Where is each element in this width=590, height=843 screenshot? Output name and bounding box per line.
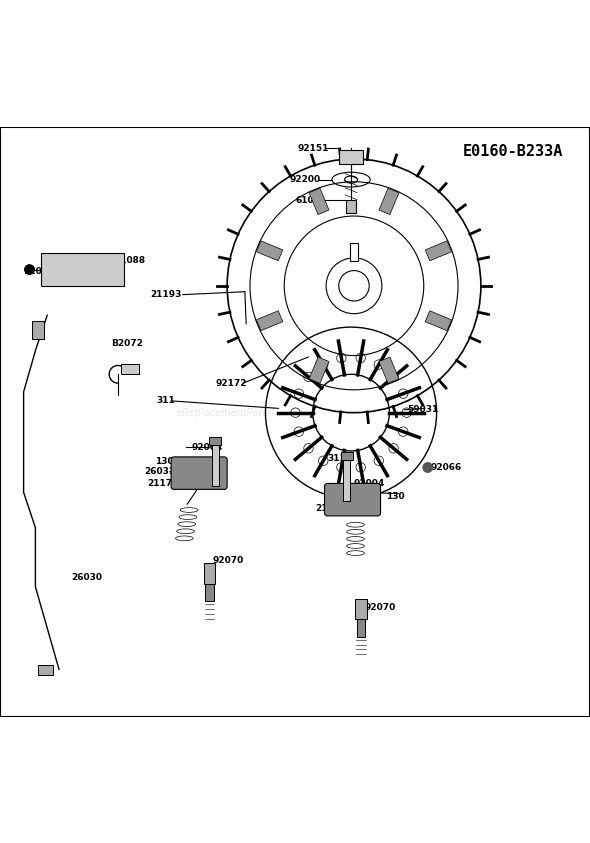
Text: 92200: 92200 — [289, 175, 320, 184]
Text: E0160-B233A: E0160-B233A — [463, 144, 563, 159]
Bar — [212, 445, 219, 486]
Text: 130: 130 — [155, 457, 173, 466]
Text: 130: 130 — [386, 492, 405, 501]
Circle shape — [339, 271, 369, 301]
FancyBboxPatch shape — [324, 483, 381, 516]
Text: 92070: 92070 — [212, 556, 244, 565]
Bar — [209, 437, 221, 445]
Bar — [205, 583, 214, 601]
Text: 311: 311 — [327, 454, 346, 463]
Bar — [309, 357, 329, 384]
Circle shape — [25, 265, 34, 274]
Bar — [355, 599, 367, 619]
Text: B2072: B2072 — [111, 339, 143, 348]
Text: 92172: 92172 — [215, 379, 247, 388]
Text: 92066: 92066 — [431, 463, 462, 472]
Text: 92004: 92004 — [354, 479, 385, 488]
Bar — [121, 363, 139, 374]
Circle shape — [423, 463, 432, 472]
Text: 59031: 59031 — [407, 405, 438, 414]
Bar — [341, 452, 353, 459]
Bar — [204, 563, 215, 583]
Text: 92151: 92151 — [298, 144, 329, 153]
Bar — [357, 619, 365, 636]
Text: 21088: 21088 — [114, 256, 145, 266]
Text: 26031: 26031 — [145, 467, 176, 476]
Text: 21171: 21171 — [316, 504, 347, 513]
FancyBboxPatch shape — [339, 149, 363, 164]
Text: 610: 610 — [295, 196, 314, 205]
FancyBboxPatch shape — [171, 457, 227, 489]
Text: 92009: 92009 — [24, 266, 55, 276]
Bar — [425, 241, 451, 260]
Text: 92004: 92004 — [192, 443, 223, 452]
Text: 92070: 92070 — [365, 603, 396, 612]
Text: 311: 311 — [156, 396, 175, 405]
Bar — [350, 243, 358, 260]
Text: 26030: 26030 — [71, 573, 102, 583]
Text: 21193: 21193 — [150, 290, 182, 299]
Bar — [379, 188, 399, 215]
Bar — [379, 357, 399, 384]
Text: eReplacementParts: eReplacementParts — [176, 408, 272, 417]
Bar — [425, 311, 451, 330]
Bar — [38, 664, 53, 675]
Bar — [257, 311, 283, 330]
Text: 21171: 21171 — [148, 479, 179, 488]
Bar — [257, 241, 283, 260]
Bar — [309, 188, 329, 215]
Bar — [32, 321, 44, 339]
Bar — [41, 254, 124, 286]
Bar — [346, 201, 356, 213]
Bar — [343, 459, 350, 501]
